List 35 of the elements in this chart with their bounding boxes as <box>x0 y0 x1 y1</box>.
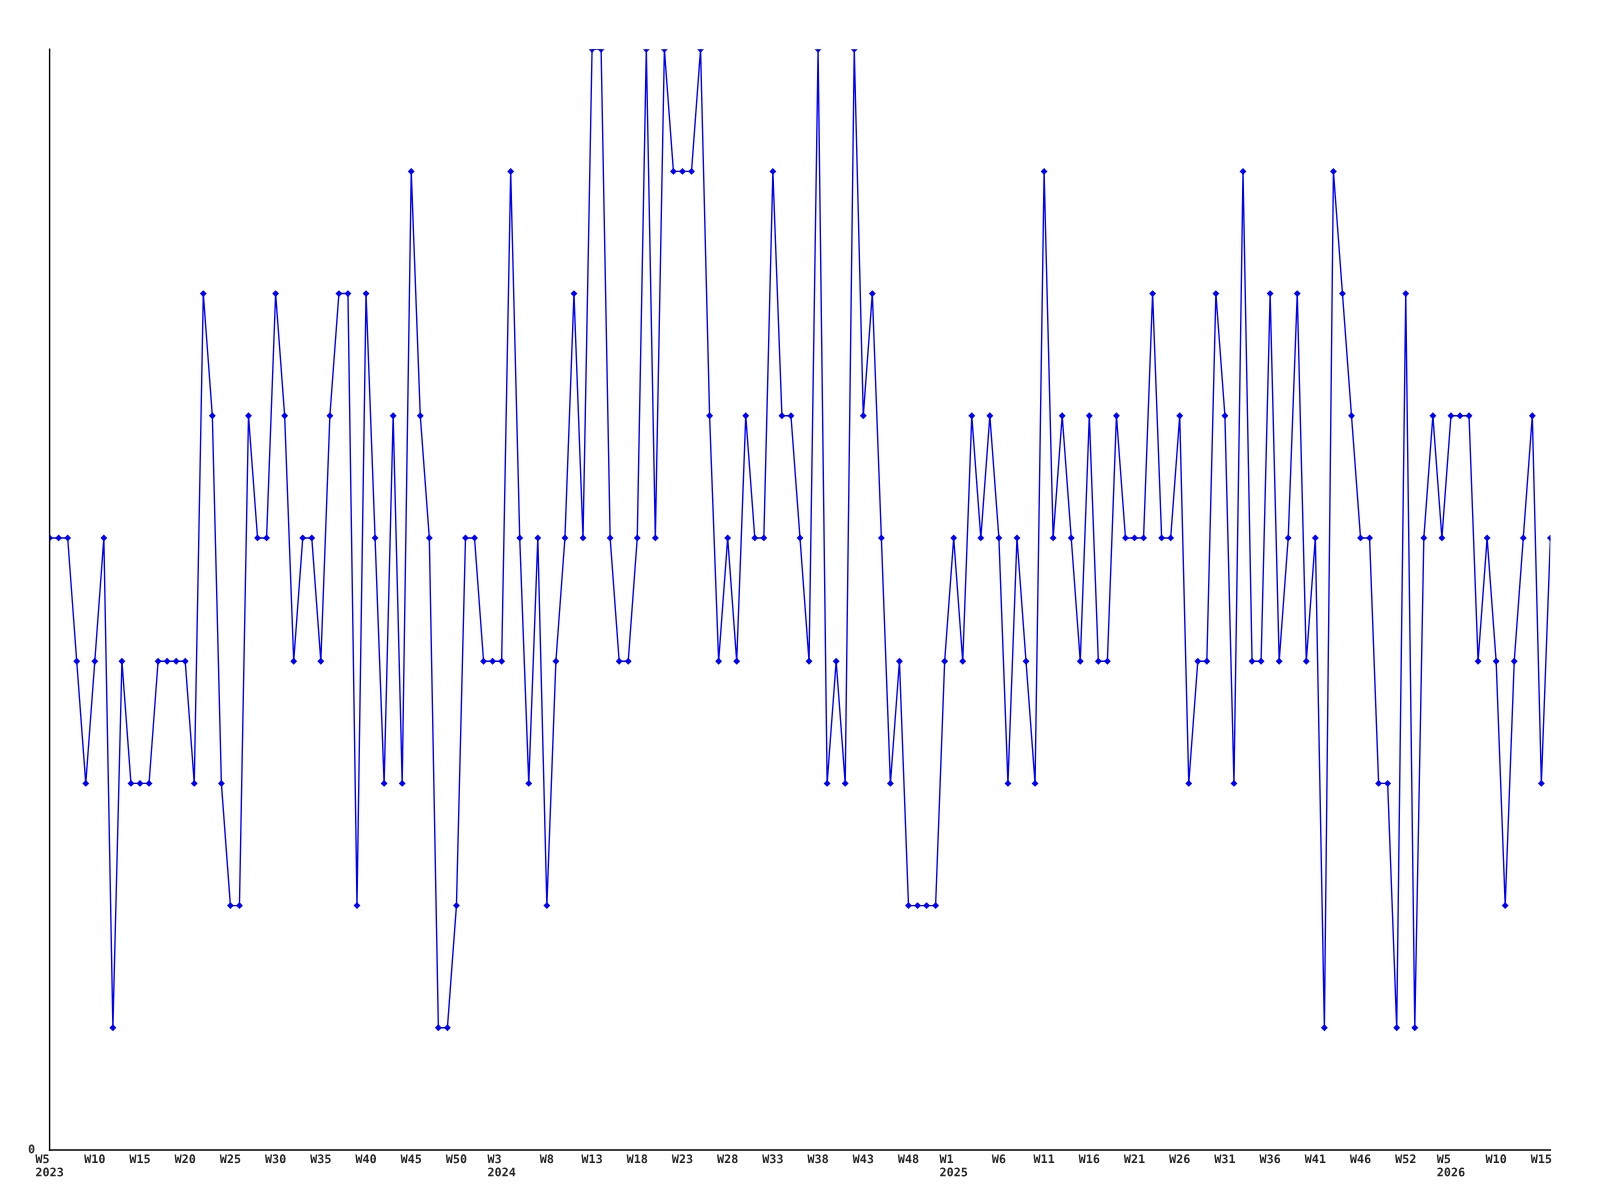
x-tick-label: W20 <box>174 1154 196 1164</box>
x-tick-label: W33 <box>762 1154 783 1164</box>
x-tick-label: W5 2023 <box>35 1154 64 1177</box>
x-tick-label: W35 <box>310 1154 331 1164</box>
x-tick-label: W1 2025 <box>939 1154 968 1177</box>
x-tick-label: W41 <box>1304 1154 1326 1164</box>
x-tick-label: W46 <box>1349 1154 1371 1164</box>
x-tick-label: W10 <box>84 1154 105 1164</box>
x-tick-label: W45 <box>400 1154 422 1164</box>
x-tick-label: W5 2026 <box>1436 1154 1465 1177</box>
x-tick-label: W13 <box>581 1154 602 1164</box>
x-tick-label: W8 <box>539 1154 554 1164</box>
x-tick-label: W26 <box>1169 1154 1190 1164</box>
x-tick-label: W15 <box>129 1154 150 1164</box>
x-tick-label: W43 <box>852 1154 874 1164</box>
x-tick-label: W11 <box>1033 1154 1055 1164</box>
x-tick-label: W40 <box>355 1154 376 1164</box>
x-tick-label: W18 <box>626 1154 648 1164</box>
x-tick-label: W10 <box>1485 1154 1507 1164</box>
x-tick-label: W3 2024 <box>487 1154 516 1177</box>
x-tick-label: W31 <box>1214 1154 1236 1164</box>
x-tick-label: W16 <box>1078 1154 1100 1164</box>
x-tick-label: W21 <box>1123 1154 1145 1164</box>
x-tick-label: W30 <box>264 1154 286 1164</box>
x-tick-label: W15 <box>1530 1154 1552 1164</box>
x-tick-label: W25 <box>219 1154 241 1164</box>
x-tick-label: W6 <box>991 1154 1006 1164</box>
x-tick-label: W48 <box>897 1154 919 1164</box>
x-tick-label: W23 <box>671 1154 693 1164</box>
x-tick-label: W28 <box>717 1154 738 1164</box>
x-tick-label: W38 <box>807 1154 828 1164</box>
x-tick-label: W36 <box>1259 1154 1281 1164</box>
x-tick-label: W52 <box>1395 1154 1416 1164</box>
text: 0 <box>28 1144 35 1154</box>
x-tick-label: W50 <box>445 1154 467 1164</box>
